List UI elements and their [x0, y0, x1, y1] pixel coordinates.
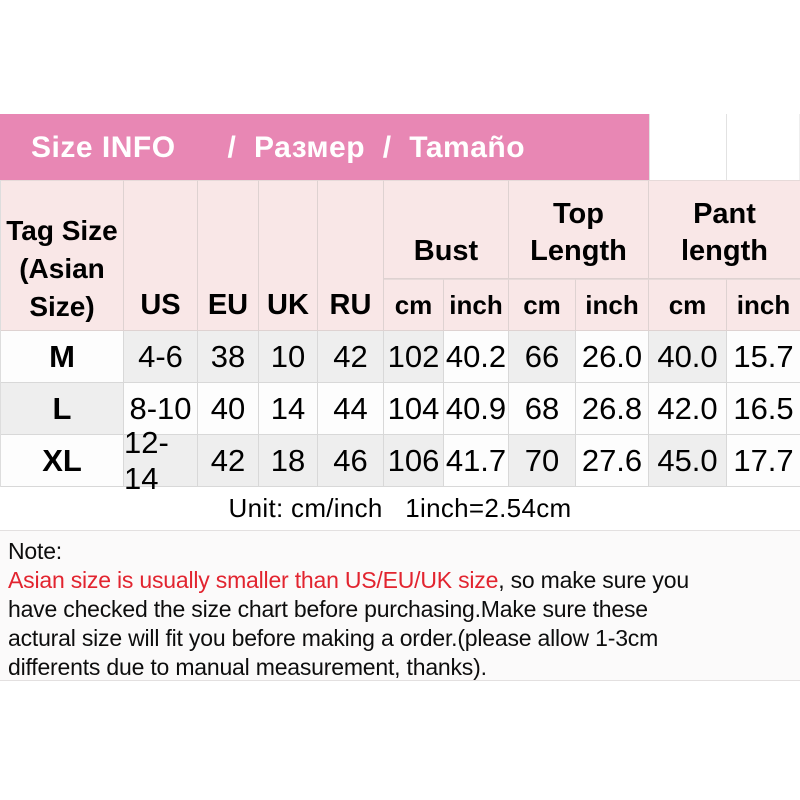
unit-note: Unit: cm/inch 1inch=2.54cm: [0, 487, 800, 530]
size-table: Tag Size (Asian Size) US EU UK RU Bust Top Lengt…: [0, 180, 800, 496]
cell-XL-pant-inch: 17.7: [727, 435, 800, 487]
cell-M-tag: M: [1, 331, 124, 383]
note-line: actural size will fit you before making …: [8, 624, 792, 653]
header-group-top-length: Top Length: [509, 180, 649, 279]
cell-XL-ru: 46: [318, 435, 384, 487]
cell-M-top-inch: 26.0: [576, 331, 649, 383]
banner-brand-text: Size INFO: [31, 131, 176, 164]
cell-M-eu: 38: [198, 331, 259, 383]
cell-L-top-inch: 26.8: [576, 383, 649, 435]
banner-empty-cell: [649, 114, 726, 180]
cell-XL-tag: XL: [1, 435, 124, 487]
cell-XL-bust-inch: 41.7: [444, 435, 509, 487]
header-eu: EU: [198, 180, 259, 331]
cell-XL-top-cm: 70: [509, 435, 576, 487]
note-text: , so make sure you: [498, 567, 689, 593]
cell-M-us: 4-6: [124, 331, 198, 383]
cell-L-bust-cm: 104: [384, 383, 444, 435]
header-unit-bust-inch: inch: [444, 279, 509, 331]
note-block: Note: Asian size is usually smaller than …: [0, 530, 800, 681]
cell-M-uk: 10: [259, 331, 318, 383]
cell-L-us: 8-10: [124, 383, 198, 435]
banner-empty-cell: [726, 114, 800, 180]
note-line: have checked the size chart before purch…: [8, 595, 792, 624]
header-ru: RU: [318, 180, 384, 331]
note-text: actural size will fit you before making …: [8, 625, 659, 651]
cell-M-bust-inch: 40.2: [444, 331, 509, 383]
header-unit-top-cm: cm: [509, 279, 576, 331]
banner-translations-text: / Размер / Tamaño: [227, 131, 526, 164]
cell-XL-us: 12-14: [124, 425, 198, 496]
note-warning-text: Asian size is usually smaller than US/EU…: [8, 567, 499, 593]
header-uk: UK: [259, 180, 318, 331]
cell-L-uk: 14: [259, 383, 318, 435]
cell-XL-eu: 42: [198, 435, 259, 487]
header-group-bust: Bust: [384, 180, 509, 279]
unit-text: Unit: cm/inch 1inch=2.54cm: [228, 493, 572, 523]
header-group-pant-length: Pant length: [649, 180, 800, 279]
cell-XL-top-inch: 27.6: [576, 435, 649, 487]
header-unit-bust-cm: cm: [384, 279, 444, 331]
cell-L-ru: 44: [318, 383, 384, 435]
note-text: have checked the size chart before purch…: [8, 596, 648, 622]
cell-L-pant-cm: 42.0: [649, 383, 727, 435]
cell-XL-uk: 18: [259, 435, 318, 487]
cell-L-pant-inch: 16.5: [727, 383, 800, 435]
header-unit-top-inch: inch: [576, 279, 649, 331]
header-us: US: [124, 180, 198, 331]
note-text: differents due to manual measurement, th…: [8, 654, 487, 680]
header-tag-size-line: Tag Size: [6, 215, 118, 246]
cell-XL-pant-cm: 45.0: [649, 435, 727, 487]
note-title: Note:: [8, 537, 792, 566]
cell-M-top-cm: 66: [509, 331, 576, 383]
cell-XL-bust-cm: 106: [384, 435, 444, 487]
header-unit-pant-inch: inch: [727, 279, 800, 331]
cell-L-bust-inch: 40.9: [444, 383, 509, 435]
header-tag-size-line: Size): [29, 291, 95, 322]
note-line: differents due to manual measurement, th…: [8, 653, 792, 682]
note-text: Note:: [8, 538, 62, 564]
cell-M-bust-cm: 102: [384, 331, 444, 383]
cell-M-pant-cm: 40.0: [649, 331, 727, 383]
cell-L-tag: L: [1, 383, 124, 435]
cell-M-pant-inch: 15.7: [727, 331, 800, 383]
header-tag-size: Tag Size (Asian Size): [1, 180, 124, 331]
cell-M-ru: 42: [318, 331, 384, 383]
header-tag-size-line: (Asian: [19, 253, 105, 284]
cell-L-top-cm: 68: [509, 383, 576, 435]
cell-L-eu: 40: [198, 383, 259, 435]
note-line: Asian size is usually smaller than US/EU…: [8, 566, 792, 595]
banner-row: Size INFO / Размер / Tamaño: [0, 114, 800, 180]
size-info-banner: Size INFO / Размер / Tamaño: [0, 114, 649, 180]
header-unit-pant-cm: cm: [649, 279, 727, 331]
